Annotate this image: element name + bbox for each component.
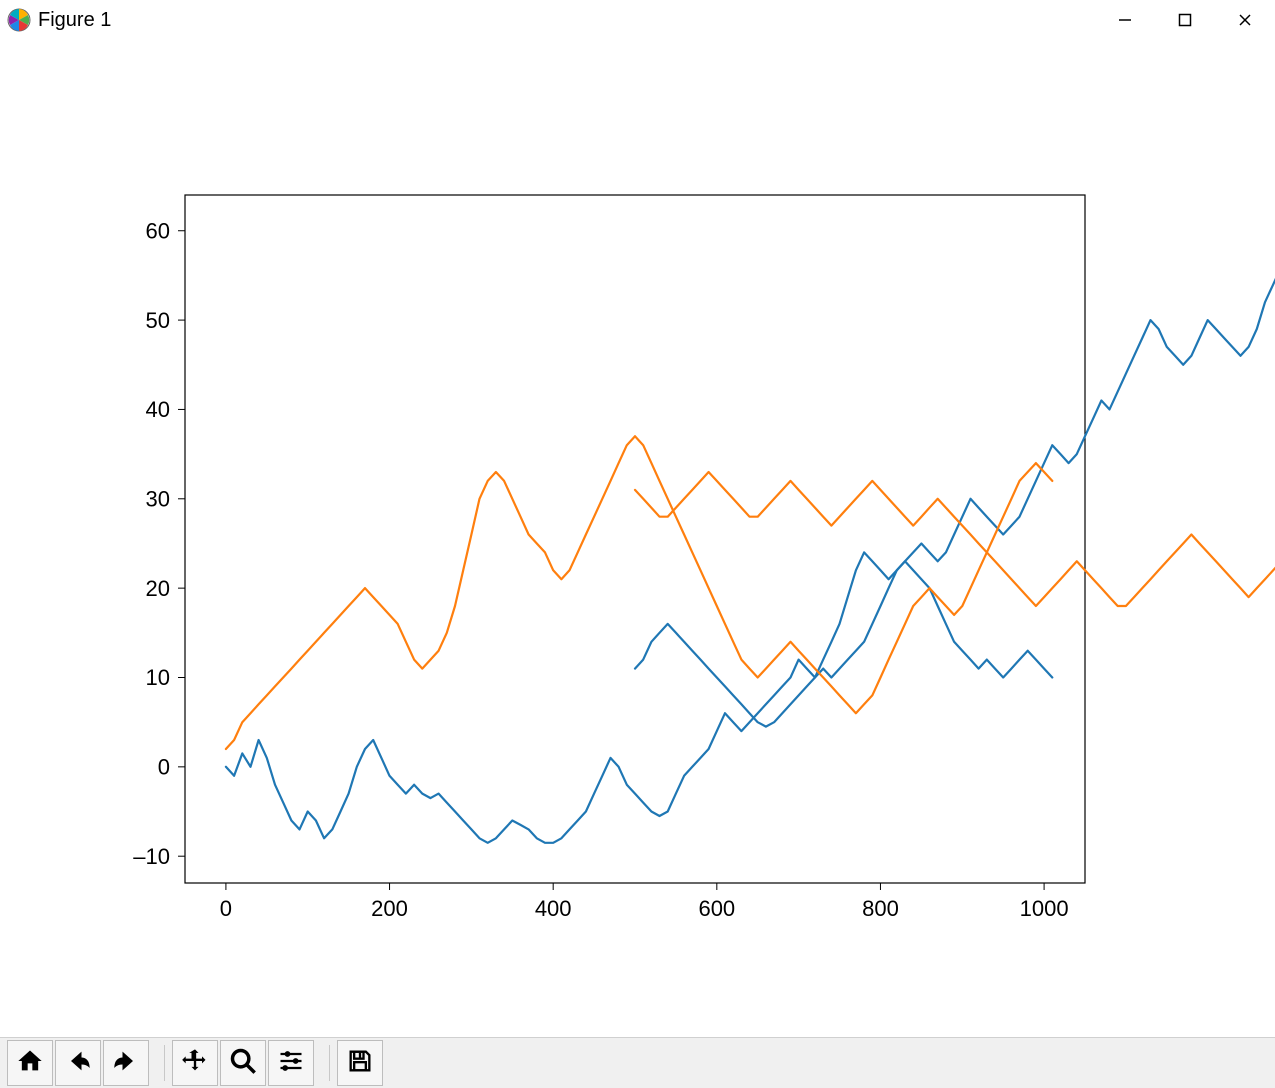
figure-canvas: 0 200 400 600 800 1000 –10 0 10 20 30 40 50 60 xyxy=(0,40,1275,1037)
y-tick-label: 50 xyxy=(146,308,170,333)
window-title: Figure 1 xyxy=(38,9,111,32)
zoom-button[interactable] xyxy=(220,1040,266,1086)
line-series-1 xyxy=(226,552,1052,842)
x-tick-label: 400 xyxy=(535,896,572,921)
y-tick-label: 60 xyxy=(146,218,170,243)
pan-button[interactable] xyxy=(172,1040,218,1086)
navigation-toolbar xyxy=(0,1037,1275,1088)
sliders-icon xyxy=(277,1047,305,1080)
y-tick-label: 30 xyxy=(146,486,170,511)
y-tick-label: 20 xyxy=(146,576,170,601)
x-tick-label: 200 xyxy=(371,896,408,921)
save-icon xyxy=(346,1047,374,1080)
line-series-1-cont1 xyxy=(635,231,1275,727)
titlebar: Figure 1 xyxy=(0,0,1275,40)
save-button[interactable] xyxy=(337,1040,383,1086)
line-series-2-cont1 xyxy=(635,347,1275,606)
forward-icon xyxy=(112,1047,140,1080)
y-tick-label: 40 xyxy=(146,397,170,422)
minimize-button[interactable] xyxy=(1095,0,1155,40)
matplotlib-icon xyxy=(6,7,32,33)
chart: 02004006008001000–100102030405060 xyxy=(185,195,1085,883)
close-button[interactable] xyxy=(1215,0,1275,40)
toolbar-separator xyxy=(329,1045,330,1081)
subplots-button[interactable] xyxy=(268,1040,314,1086)
y-tick-label: –10 xyxy=(133,844,170,869)
back-button[interactable] xyxy=(55,1040,101,1086)
x-tick-label: 0 xyxy=(220,896,232,921)
line-series-2 xyxy=(226,436,1052,749)
forward-button[interactable] xyxy=(103,1040,149,1086)
home-button[interactable] xyxy=(7,1040,53,1086)
zoom-icon xyxy=(229,1047,257,1080)
y-tick-label: 0 xyxy=(158,755,170,780)
x-tick-label: 600 xyxy=(698,896,735,921)
back-icon xyxy=(64,1047,92,1080)
y-tick-label: 10 xyxy=(146,665,170,690)
x-tick-label: 800 xyxy=(862,896,899,921)
maximize-button[interactable] xyxy=(1155,0,1215,40)
toolbar-separator xyxy=(164,1045,165,1081)
x-tick-label: 1000 xyxy=(1020,896,1069,921)
pan-icon xyxy=(181,1047,209,1080)
axes-border xyxy=(185,195,1085,883)
home-icon xyxy=(16,1047,44,1080)
